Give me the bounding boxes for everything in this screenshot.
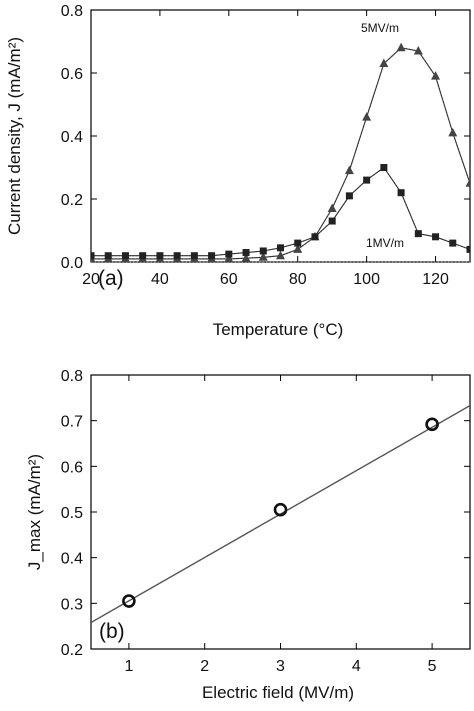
marker-square: [294, 239, 302, 247]
y-tick-label: 0.3: [61, 596, 83, 613]
marker-square: [104, 252, 112, 260]
marker-square: [208, 252, 216, 260]
marker-triangle: [413, 45, 423, 55]
data-points-b: [122, 417, 439, 608]
marker-triangle: [379, 58, 389, 68]
x-tick-label: 2: [200, 658, 209, 675]
panel-b: 1 2 3 4 5 0.2 0.3 0.4 0.5 0.6 0.7 0.8 (b) Electric…: [25, 368, 471, 702]
x-axis-title-b: Electric field (MV/m): [202, 683, 354, 702]
y-tick-label: 0.2: [61, 192, 83, 209]
plot-frame-b: [90, 374, 471, 650]
plot-frame-a: [90, 9, 471, 263]
series-markers-a: [91, 42, 470, 262]
y-tick-label: 0.6: [61, 66, 83, 83]
marker-triangle: [344, 165, 354, 175]
marker-triangle: [293, 244, 303, 253]
marker-triangle: [431, 71, 441, 80]
marker-square: [139, 252, 147, 260]
x-axis-title-a: Temperature (°C): [213, 320, 344, 339]
x-axis-ticks-b: 1 2 3 4 5: [124, 375, 437, 675]
marker-square: [466, 245, 470, 253]
x-tick-label: 1: [124, 658, 133, 675]
marker-square: [121, 252, 129, 260]
marker-square: [311, 233, 319, 241]
series-lines-a: [91, 47, 470, 260]
data-point: [122, 594, 136, 608]
marker-triangle: [241, 253, 251, 262]
marker-square: [156, 252, 164, 260]
marker-triangle: [224, 253, 234, 262]
annotation-1mv: 1MV/m: [366, 236, 404, 250]
marker-triangle: [362, 112, 372, 121]
data-point: [425, 417, 439, 432]
marker-triangle: [327, 203, 337, 212]
data-point: [273, 502, 288, 517]
x-tick-label: 60: [220, 271, 238, 288]
y-axis-ticks-b: 0.2 0.3 0.4 0.5 0.6 0.7 0.8: [61, 368, 470, 659]
marker-square: [414, 230, 422, 238]
marker-square: [91, 252, 95, 260]
marker-square: [432, 233, 440, 241]
marker-triangle: [465, 178, 470, 187]
marker-square: [363, 176, 371, 184]
y-tick-label: 0.2: [61, 642, 83, 659]
series-line-5mv-m: [91, 47, 470, 260]
x-tick-label: 80: [289, 271, 307, 288]
y-axis-title-a: Current density, J (mA/m²): [5, 37, 24, 235]
marker-triangle: [396, 42, 406, 52]
series-line-1mv-m: [91, 166, 470, 257]
x-tick-label: 40: [151, 271, 169, 288]
y-tick-label: 0.6: [61, 459, 83, 476]
panel-label-b: (b): [99, 620, 125, 643]
y-axis-ticks-a: 0.0 0.2 0.4 0.6 0.8: [61, 3, 470, 272]
y-tick-label: 0.8: [61, 3, 83, 20]
raw-trace-5mv-m: [91, 47, 470, 260]
marker-square: [225, 250, 233, 258]
marker-square: [380, 164, 388, 171]
marker-square: [190, 252, 198, 260]
x-tick-label: 4: [352, 658, 361, 675]
raw-trace-1mv-m: [91, 166, 470, 257]
y-tick-label: 0.8: [61, 368, 83, 385]
panel-a: 20 40 60 80 100 120 0.0 0.2 0.4 0.6 0.8 5MV/m 1MV…: [5, 3, 471, 339]
marker-square: [449, 239, 457, 247]
marker-triangle: [276, 250, 285, 260]
x-tick-label: 120: [422, 271, 449, 288]
panel-label-a: (a): [98, 267, 124, 290]
x-tick-label: 20: [82, 271, 100, 288]
marker-square: [277, 244, 284, 252]
marker-triangle: [448, 127, 458, 137]
marker-triangle: [258, 252, 268, 261]
y-tick-label: 0.4: [61, 129, 83, 146]
marker-square: [345, 192, 353, 200]
marker-square: [328, 217, 336, 225]
annotation-5mv: 5MV/m: [361, 21, 399, 35]
marker-square: [397, 189, 405, 197]
y-tick-label: 0.0: [61, 255, 83, 272]
marker-square: [259, 247, 267, 255]
y-axis-title-b: J_max (mA/m²): [25, 454, 44, 570]
marker-square: [173, 252, 181, 260]
x-tick-label: 5: [428, 658, 437, 675]
marker-square: [242, 249, 250, 257]
y-tick-label: 0.5: [61, 505, 83, 522]
y-tick-label: 0.4: [61, 551, 83, 568]
y-tick-label: 0.7: [61, 414, 83, 431]
x-axis-ticks-a: 20 40 60 80 100 120: [82, 10, 449, 288]
x-tick-label: 3: [276, 658, 285, 675]
x-tick-label: 100: [353, 271, 380, 288]
